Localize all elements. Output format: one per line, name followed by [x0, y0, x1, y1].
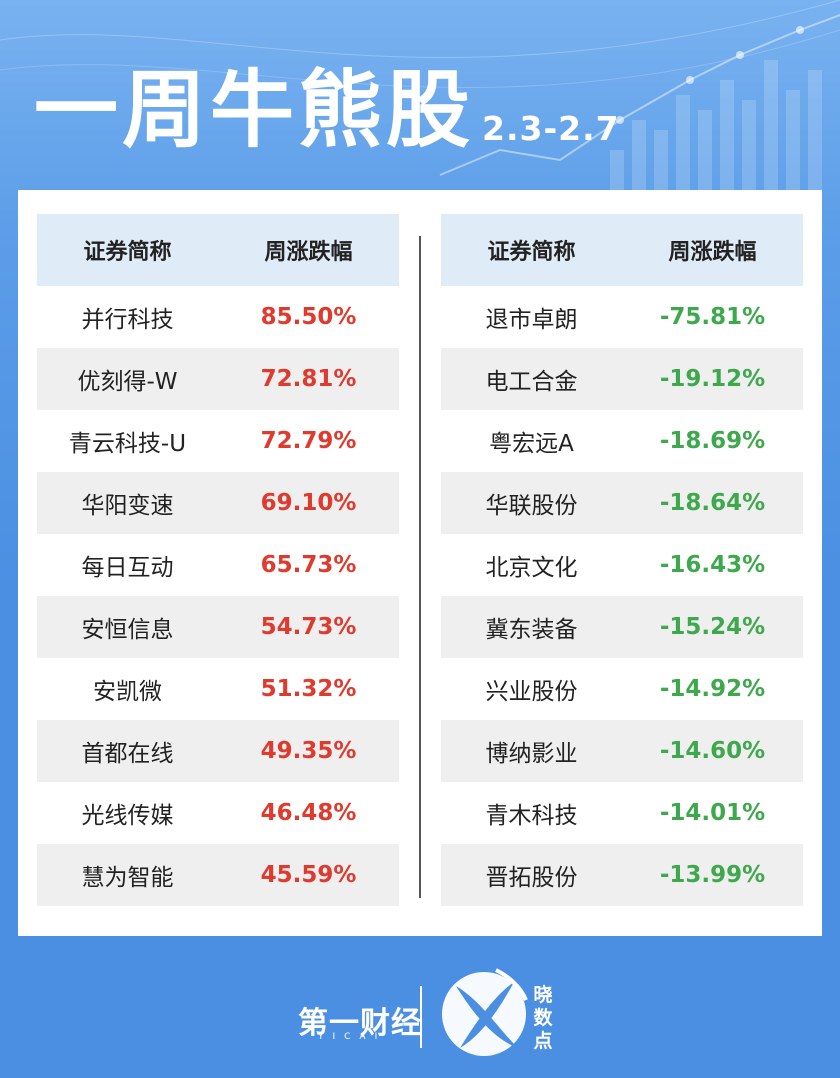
stock-change: -75.81% [659, 304, 766, 330]
stock-name: 兴业股份 [485, 679, 578, 705]
yicai-logo-en: YICAI [318, 1032, 387, 1042]
date-range: 2.3-2.7 [482, 109, 620, 148]
table-row: 北京文化 -16.43% [441, 534, 803, 596]
stock-change: -14.60% [659, 738, 766, 764]
column-header-name: 证券简称 [487, 240, 576, 265]
table-row: 每日互动 65.73% [37, 534, 399, 596]
table-row: 优刻得-W 72.81% [37, 348, 399, 410]
table-row: 安凯微 51.32% [37, 658, 399, 720]
table-row: 光线传媒 46.48% [37, 782, 399, 844]
stock-name: 安恒信息 [81, 617, 174, 643]
tables-card: 证券简称 周涨跌幅 并行科技 85.50% 优刻得-W 72.81% 青云科技-U 7… [18, 190, 822, 936]
stock-name: 电工合金 [485, 369, 578, 395]
table-row: 慧为智能 45.59% [37, 844, 399, 906]
stock-change: 69.10% [260, 490, 357, 516]
stock-name: 青云科技-U [68, 431, 187, 457]
table-row: 兴业股份 -14.92% [441, 658, 803, 720]
header: 一周牛熊股 2.3-2.7 [34, 62, 620, 158]
table-row: 青云科技-U 72.79% [37, 410, 399, 472]
stock-name: 华阳变速 [81, 493, 174, 519]
stock-name: 退市卓朗 [485, 307, 578, 333]
table-row: 电工合金 -19.12% [441, 348, 803, 410]
xiaoshudian-logo-icon [442, 968, 528, 1056]
stock-change: 72.79% [260, 428, 357, 454]
table-row: 并行科技 85.50% [37, 286, 399, 348]
xiaoshudian-label: 晓数点 [533, 984, 553, 1052]
stock-name: 华联股份 [485, 493, 578, 519]
table-row: 青木科技 -14.01% [441, 782, 803, 844]
footer: 第一财经 YICAI 晓数点 [0, 950, 840, 1078]
stock-change: 65.73% [260, 552, 357, 578]
table-row: 安恒信息 54.73% [37, 596, 399, 658]
stock-name: 每日互动 [81, 555, 174, 581]
stock-name: 青木科技 [485, 803, 578, 829]
stock-name: 安凯微 [93, 679, 162, 705]
stock-name: 粤宏远A [489, 431, 574, 457]
stock-name: 光线传媒 [81, 803, 174, 829]
stock-change: -14.92% [659, 676, 766, 702]
stock-change: 72.81% [260, 366, 357, 392]
stock-change: 85.50% [260, 304, 357, 330]
stock-name: 北京文化 [485, 555, 578, 581]
table-row: 华联股份 -18.64% [441, 472, 803, 534]
yicai-logo: 第一财经 [298, 1006, 422, 1041]
stock-name: 优刻得-W [77, 369, 178, 395]
stock-change: 46.48% [260, 800, 357, 826]
stock-change: -13.99% [659, 862, 766, 888]
gainers-table: 证券简称 周涨跌幅 并行科技 85.50% 优刻得-W 72.81% 青云科技-U 7… [37, 214, 399, 906]
stock-change: -16.43% [659, 552, 766, 578]
stock-change: 45.59% [260, 862, 357, 888]
stock-change: 51.32% [260, 676, 357, 702]
table-row: 华阳变速 69.10% [37, 472, 399, 534]
page-title: 一周牛熊股 [34, 61, 475, 159]
stock-change: -14.01% [659, 800, 766, 826]
stock-change: -15.24% [659, 614, 766, 640]
stock-name: 并行科技 [81, 307, 174, 333]
table-header: 证券简称 周涨跌幅 [37, 214, 399, 286]
column-divider [419, 236, 421, 898]
column-header-name: 证券简称 [83, 240, 172, 265]
table-header: 证券简称 周涨跌幅 [441, 214, 803, 286]
column-header-change: 周涨跌幅 [264, 240, 353, 265]
stock-change: -18.69% [659, 428, 766, 454]
stock-change: 49.35% [260, 738, 357, 764]
stock-change: -19.12% [659, 366, 766, 392]
table-row: 博纳影业 -14.60% [441, 720, 803, 782]
stock-name: 慧为智能 [81, 865, 174, 891]
table-row: 退市卓朗 -75.81% [441, 286, 803, 348]
stock-change: -18.64% [659, 490, 766, 516]
stock-change: 54.73% [260, 614, 357, 640]
stock-name: 晋拓股份 [485, 865, 578, 891]
table-row: 首都在线 49.35% [37, 720, 399, 782]
stock-name: 冀东装备 [485, 617, 578, 643]
table-row: 晋拓股份 -13.99% [441, 844, 803, 906]
losers-table: 证券简称 周涨跌幅 退市卓朗 -75.81% 电工合金 -19.12% 粤宏远A -1… [441, 214, 803, 906]
stock-name: 博纳影业 [485, 741, 578, 767]
decorative-chart-graphic [0, 0, 840, 190]
column-header-change: 周涨跌幅 [668, 240, 757, 265]
table-row: 粤宏远A -18.69% [441, 410, 803, 472]
table-row: 冀东装备 -15.24% [441, 596, 803, 658]
logo-divider [420, 986, 422, 1048]
stock-name: 首都在线 [81, 741, 174, 767]
